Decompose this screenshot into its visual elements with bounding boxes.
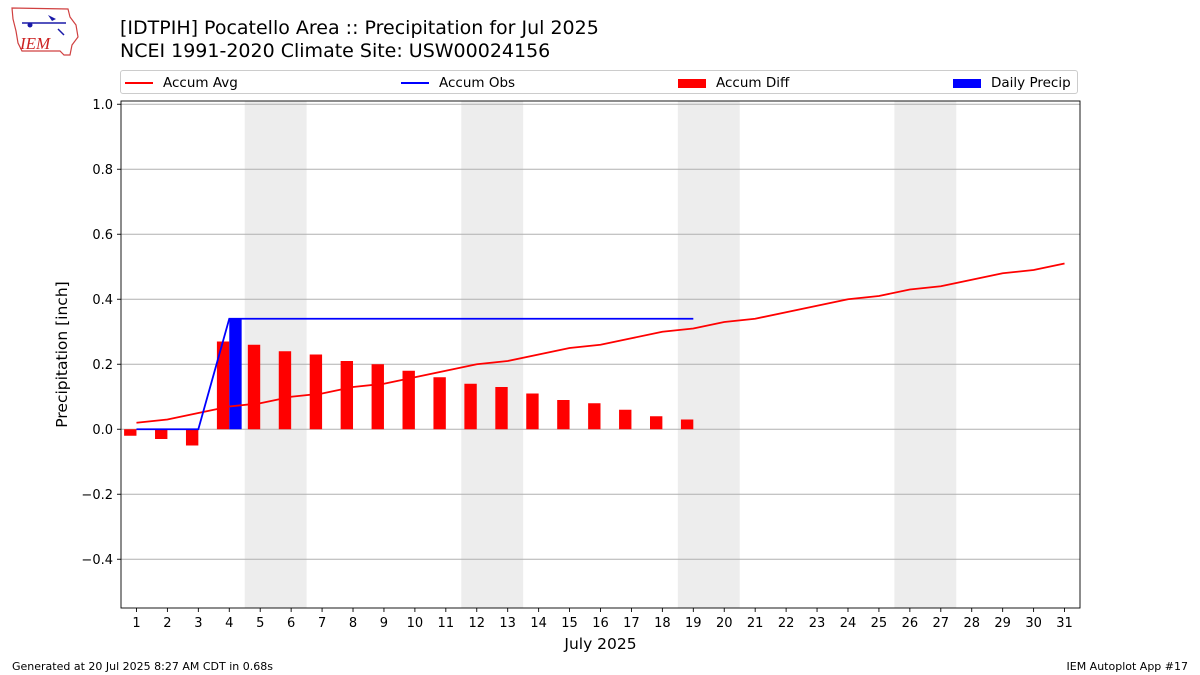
legend-swatch-accum-avg — [125, 82, 153, 84]
accum-diff-bar — [155, 429, 168, 439]
legend-item-accum-obs: Accum Obs — [401, 74, 515, 92]
x-tick-label: 17 — [623, 616, 640, 631]
x-tick-label: 6 — [287, 616, 295, 631]
x-tick-label: 30 — [1025, 616, 1042, 631]
accum-diff-bar — [185, 429, 199, 446]
y-tick-label: 0.0 — [92, 423, 113, 438]
x-tick-label: 21 — [747, 616, 764, 631]
weekend-shade-2 — [461, 101, 524, 608]
x-tick-label: 14 — [530, 616, 547, 631]
accum-diff-bar — [526, 393, 539, 430]
x-tick-label: 8 — [349, 616, 357, 631]
legend-item-accum-avg: Accum Avg — [125, 74, 238, 92]
accum-diff-bar — [371, 364, 384, 430]
generated-timestamp: Generated at 20 Jul 2025 8:27 AM CDT in … — [12, 660, 273, 673]
accum-diff-bar — [340, 361, 354, 430]
x-tick-label: 22 — [778, 616, 795, 631]
y-tick-label: 0.2 — [92, 358, 113, 373]
accum-diff-bar — [464, 383, 477, 430]
accum-diff-bar — [309, 354, 323, 430]
x-tick-label: 12 — [468, 616, 485, 631]
y-tick-label: 0.4 — [92, 293, 113, 308]
legend-swatch-accum-diff — [678, 78, 706, 88]
y-tick-label: 0.6 — [92, 228, 113, 243]
x-tick-label: 19 — [685, 616, 702, 631]
y-axis-label: Precipitation [inch] — [53, 281, 71, 427]
accum-diff-bar — [495, 387, 508, 430]
weekend-shade-4 — [894, 101, 957, 608]
plot-area — [124, 262, 1065, 446]
accum-diff-bar — [433, 377, 446, 430]
x-tick-label: 31 — [1056, 616, 1073, 631]
y-tick-label: −0.2 — [81, 488, 113, 503]
x-tick-label: 18 — [654, 616, 671, 631]
x-tick-label: 28 — [963, 616, 980, 631]
legend-label-accum-diff: Accum Diff — [716, 75, 790, 91]
accum-diff-bar — [557, 400, 570, 430]
accum-avg-line — [136, 262, 1065, 424]
legend-swatch-accum-obs — [401, 82, 429, 84]
x-tick-label: 25 — [871, 616, 888, 631]
x-tick-label: 3 — [194, 616, 202, 631]
y-tick-label: 0.8 — [92, 163, 113, 178]
accum-diff-bar — [278, 351, 292, 430]
accum-diff-bar — [247, 344, 261, 430]
legend-item-daily-precip: Daily Precip — [953, 74, 1071, 92]
x-tick-label: 29 — [994, 616, 1011, 631]
iem-logo: IEM — [11, 7, 79, 56]
accum-diff-bar — [588, 403, 601, 430]
x-tick-label: 13 — [499, 616, 516, 631]
legend-item-accum-diff: Accum Diff — [678, 74, 789, 92]
x-tick-label: 11 — [438, 616, 455, 631]
x-tick-label: 5 — [256, 616, 264, 631]
app-credit: IEM Autoplot App #17 — [1066, 660, 1189, 673]
x-tick-label: 20 — [716, 616, 733, 631]
weekend-shade-3 — [677, 101, 740, 608]
plot-frame — [120, 100, 1081, 609]
legend-swatch-daily-precip — [953, 78, 981, 88]
accum-obs-line — [136, 317, 694, 431]
x-tick-label: 24 — [840, 616, 857, 631]
legend-label-accum-avg: Accum Avg — [163, 75, 238, 91]
x-tick-label: 26 — [902, 616, 919, 631]
x-tick-label: 15 — [561, 616, 578, 631]
legend-label-daily-precip: Daily Precip — [991, 75, 1071, 91]
x-tick-label: 10 — [407, 616, 424, 631]
x-tick-label: 9 — [380, 616, 388, 631]
chart-legend: Accum Avg Accum Obs Accum Diff Daily Pre… — [120, 70, 1078, 94]
accum-diff-bar — [124, 429, 137, 436]
x-tick-label: 7 — [318, 616, 326, 631]
chart-title: [IDTPIH] Pocatello Area :: Precipitation… — [120, 17, 599, 39]
accum-diff-bar — [649, 416, 663, 430]
daily-precip-bar — [229, 318, 242, 430]
legend-label-accum-obs: Accum Obs — [439, 75, 516, 91]
accum-diff-bar — [402, 370, 415, 430]
y-tick-label: 1.0 — [92, 98, 113, 113]
x-tick-label: 2 — [163, 616, 171, 631]
x-tick-label: 16 — [592, 616, 609, 631]
y-tick-label: −0.4 — [81, 553, 113, 568]
accum-diff-bar — [680, 419, 694, 430]
x-tick-label: 4 — [225, 616, 233, 631]
svg-text:IEM: IEM — [19, 34, 51, 53]
x-tick-label: 27 — [933, 616, 950, 631]
chart-subtitle: NCEI 1991-2020 Climate Site: USW00024156 — [120, 40, 551, 62]
x-tick-label: 1 — [132, 616, 140, 631]
x-axis-label: July 2025 — [563, 635, 636, 653]
x-tick-label: 23 — [809, 616, 826, 631]
accum-diff-bar — [619, 409, 632, 430]
